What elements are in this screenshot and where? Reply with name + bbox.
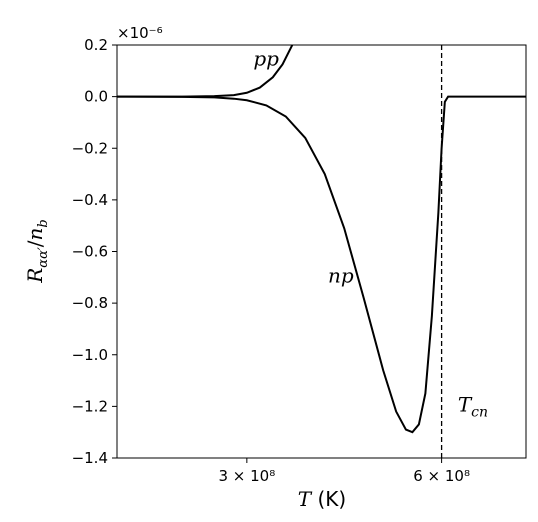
plot-area — [117, 45, 526, 458]
x-tick-label: 6 × 10⁸ — [413, 467, 470, 485]
y-scale-label: ×10⁻⁶ — [117, 24, 163, 42]
y-axis: 0.2 0.0 −0.2 −0.4 −0.6 −0.8 −1.0 −1.2 −1.4 — [72, 36, 117, 467]
series-line-np — [117, 95, 526, 434]
y-tick-label: −0.6 — [72, 243, 108, 261]
y-tick-label: 0.0 — [84, 88, 108, 106]
annotation-1: np — [328, 263, 354, 287]
y-axis-label: Rαα′/nb — [23, 219, 51, 284]
y-tick-label: 0.2 — [84, 36, 108, 54]
y-tick-label: −0.4 — [72, 191, 108, 209]
y-tick-label: −0.8 — [72, 294, 108, 312]
y-tick-label: −0.2 — [72, 139, 108, 157]
x-axis-label: T (K) — [298, 487, 346, 511]
y-tick-label: −1.4 — [72, 449, 108, 467]
x-axis: 3 × 10⁸ 6 × 10⁸ — [218, 458, 470, 485]
annotation-0: pp — [253, 47, 279, 71]
annotation-2: Tcn — [458, 393, 488, 421]
y-tick-label: −1.0 — [72, 346, 108, 364]
annotations: pp np Tcn — [253, 47, 488, 421]
x-tick-label: 3 × 10⁸ — [218, 467, 275, 485]
y-tick-label: −1.2 — [72, 397, 108, 415]
